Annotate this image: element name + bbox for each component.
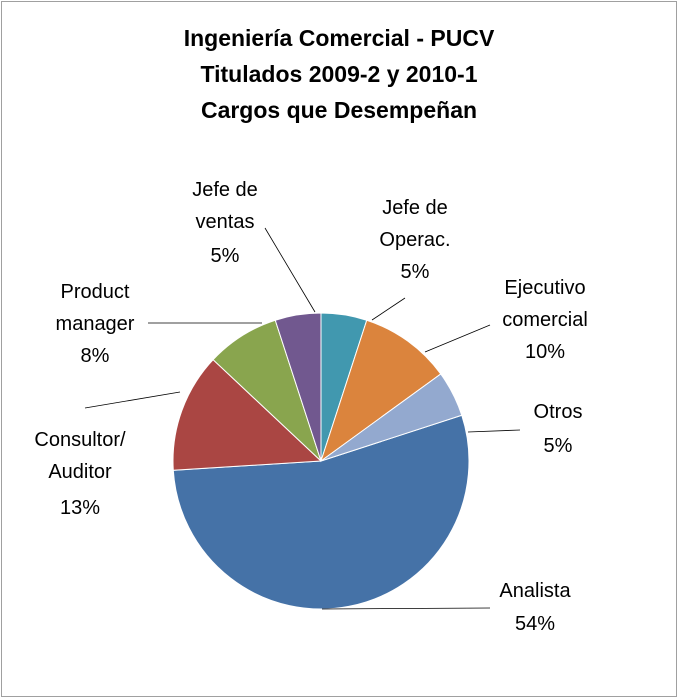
slice-value-label: 54% <box>514 613 556 635</box>
slice-label: Jefe de Operac. <box>379 197 451 251</box>
slice-label: Product manager <box>55 281 135 335</box>
leader-line <box>321 607 491 610</box>
leader-line <box>264 227 316 313</box>
pie-slice <box>172 358 323 471</box>
slice-label: Consultor/ Auditor <box>34 429 126 483</box>
slice-value-label: 10% <box>524 341 566 363</box>
slice-value-label: 8% <box>80 345 110 367</box>
chart-title: Ingeniería Comercial - PUCV Titulados 20… <box>183 25 495 123</box>
pie-slice <box>172 414 470 610</box>
slice-label: Otros <box>533 401 583 423</box>
slice-label: Ejecutivo comercial <box>502 277 588 331</box>
slice-value-label: 5% <box>543 435 573 457</box>
leader-line <box>424 324 491 353</box>
slice-label: Analista <box>499 580 571 602</box>
leader-line <box>371 297 406 321</box>
pie-slice <box>320 373 463 462</box>
slice-value-label: 5% <box>210 245 240 267</box>
slice-label: Jefe de ventas <box>192 179 258 233</box>
slice-value-label: 5% <box>400 261 430 283</box>
pie-slice <box>320 319 442 463</box>
slice-value-label: 13% <box>59 497 101 519</box>
leader-line <box>467 429 521 433</box>
leader-line <box>84 391 181 409</box>
